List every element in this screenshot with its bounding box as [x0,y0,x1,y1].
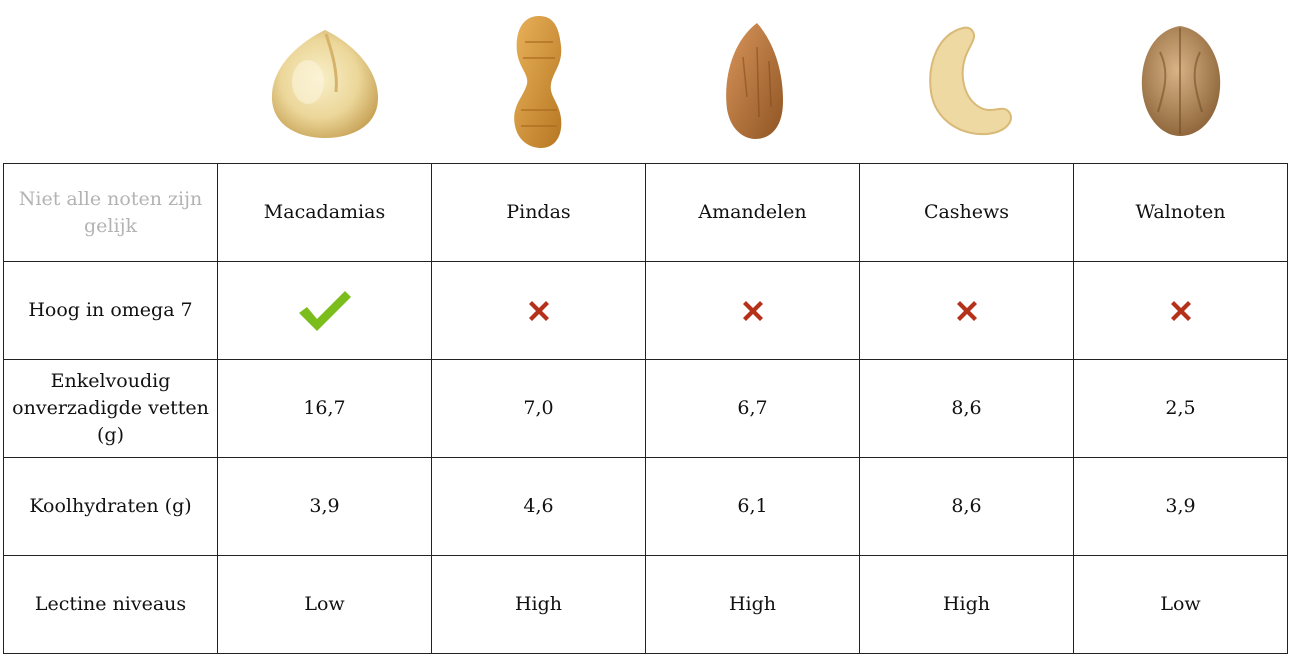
table-cell: High [431,555,646,654]
table-cell: 3,9 [217,457,432,556]
table-cell: Low [1073,555,1288,654]
table-cell: 3,9 [1073,457,1288,556]
row-label: Koolhydraten (g) [3,457,218,556]
cross-icon [431,261,646,360]
row-label: Lectine niveaus [3,555,218,654]
nut-image-strip [0,0,1290,163]
table-cell: 7,0 [431,359,646,458]
table-cell: 8,6 [859,359,1074,458]
header-row: Niet alle noten zijn gelijk Macadamias Pin… [3,163,1288,262]
walnut-image [1073,0,1287,163]
table-row: Enkelvoudig onverzadigde vetten (g) 16,7 7… [3,359,1288,458]
almond-image [646,0,860,163]
cross-icon [645,261,860,360]
table-cell: High [859,555,1074,654]
column-header-walnoten: Walnoten [1073,163,1288,262]
table-cell: 4,6 [431,457,646,556]
macadamia-image [218,0,432,163]
cross-icon [1073,261,1288,360]
table-row: Koolhydraten (g) 3,9 4,6 6,1 8,6 3,9 [3,457,1288,556]
table-cell: 2,5 [1073,359,1288,458]
corner-label: Niet alle noten zijn gelijk [3,163,218,262]
table-cell: 16,7 [217,359,432,458]
row-label: Hoog in omega 7 [3,261,218,360]
row-label: Enkelvoudig onverzadigde vetten (g) [3,359,218,458]
table-cell: 6,1 [645,457,860,556]
check-icon [217,261,432,360]
table-row: Hoog in omega 7 [3,261,1288,360]
column-header-amandelen: Amandelen [645,163,860,262]
column-header-pindas: Pindas [431,163,646,262]
table-cell: High [645,555,860,654]
table-cell: Low [217,555,432,654]
cashew-image [860,0,1074,163]
cross-icon [859,261,1074,360]
peanut-image [432,0,646,163]
column-header-macadamias: Macadamias [217,163,432,262]
table-cell: 8,6 [859,457,1074,556]
column-header-cashews: Cashews [859,163,1074,262]
table-row: Lectine niveaus Low High High High Low [3,555,1288,654]
nut-comparison-table: Niet alle noten zijn gelijk Macadamias Pin… [3,163,1288,654]
table-cell: 6,7 [645,359,860,458]
